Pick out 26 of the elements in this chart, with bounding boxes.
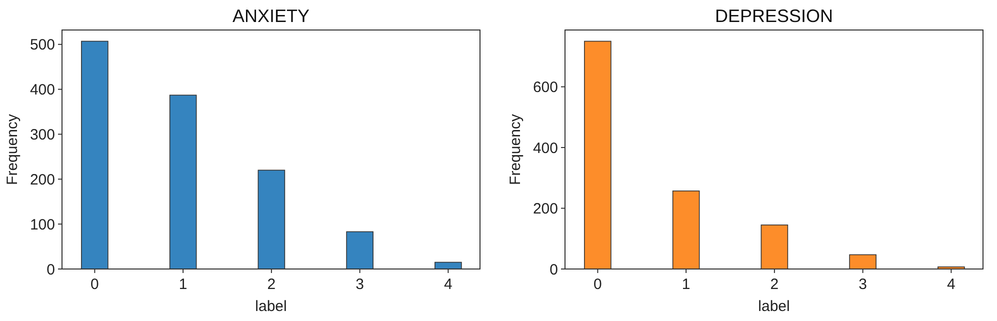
x-tick-label: 1 — [178, 276, 188, 293]
y-tick-label: 400 — [532, 140, 558, 157]
x-axis-title: label — [758, 298, 790, 315]
x-tick-label: 0 — [594, 276, 602, 293]
x-tick-label: 3 — [858, 276, 867, 293]
y-tick-label: 100 — [30, 216, 55, 234]
y-tick-label: 400 — [30, 82, 55, 99]
y-tick-label: 0 — [550, 261, 558, 278]
y-tick-label: 200 — [30, 171, 55, 188]
x-axis-title: label — [255, 298, 287, 315]
y-tick-label: 300 — [30, 126, 55, 144]
x-tick-label: 2 — [770, 276, 779, 293]
x-tick-label: 0 — [90, 276, 99, 293]
y-tick-label: 200 — [532, 200, 558, 218]
x-tick-label: 1 — [682, 276, 690, 293]
y-axis-title: Frequency — [4, 114, 21, 185]
x-tick-label: 4 — [947, 276, 956, 293]
chart-title: DEPRESSION — [714, 6, 834, 26]
chart-title: ANXIETY — [232, 6, 310, 26]
y-tick-label: 500 — [30, 36, 55, 54]
x-tick-label: 4 — [444, 276, 452, 293]
y-tick-label: 0 — [46, 261, 55, 278]
x-tick-label: 2 — [267, 276, 276, 293]
y-axis-title: Frequency — [507, 114, 524, 185]
x-tick-label: 3 — [356, 276, 364, 293]
y-tick-label: 600 — [532, 79, 558, 96]
